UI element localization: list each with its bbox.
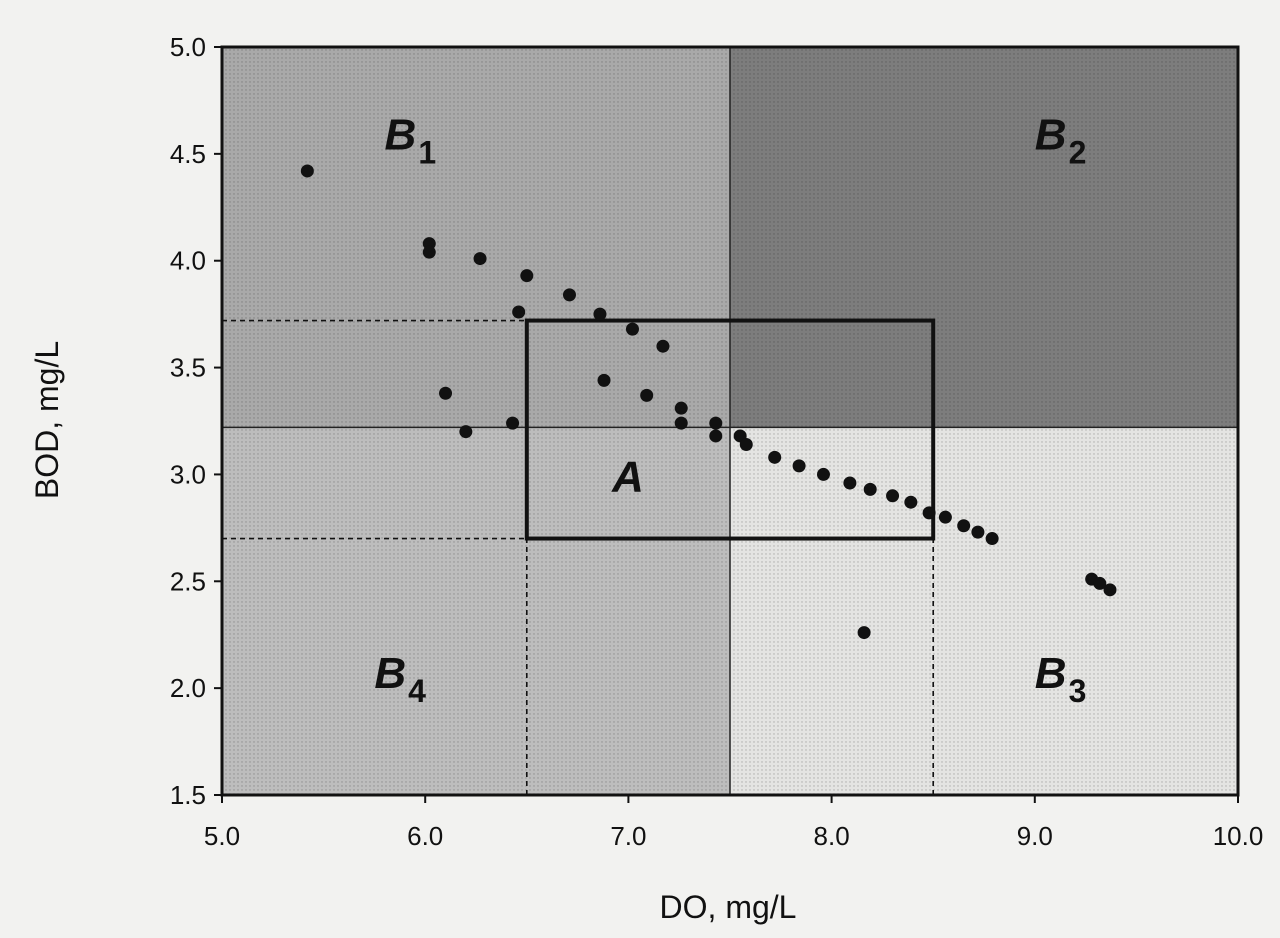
data-points-layer: [300, 164, 1117, 640]
x-tick-label-6: 10.0: [1213, 821, 1264, 851]
x-tick-label-2: 6.0: [407, 821, 443, 851]
data-point-1: [300, 164, 314, 178]
data-point-22: [768, 450, 782, 464]
data-point-24: [816, 467, 830, 481]
data-point-17: [674, 416, 688, 430]
data-point-31: [957, 519, 971, 533]
region-labels-layer: B1 B2 B3 B4 A: [374, 111, 1086, 710]
y-axis-title: BOD, mg/L: [29, 341, 65, 499]
data-point-14: [674, 401, 688, 415]
target-box-a: [524, 318, 936, 541]
data-point-12: [597, 373, 611, 387]
y-tick-label-2: 2.0: [170, 673, 206, 703]
data-point-6: [562, 288, 576, 302]
reference-lines-layer: [222, 319, 935, 795]
region-label-b4: B4: [374, 649, 426, 709]
target-box-layer: [524, 318, 936, 541]
region-label-a: A: [611, 453, 644, 502]
data-point-23: [792, 459, 806, 473]
x-tick-label-5: 9.0: [1017, 821, 1053, 851]
y-tick-label-6: 4.0: [170, 246, 206, 276]
data-point-7: [512, 305, 526, 319]
data-point-10: [656, 339, 670, 353]
data-point-29: [922, 506, 936, 520]
data-point-11: [439, 386, 453, 400]
data-point-37: [857, 626, 871, 640]
regions-layer: [222, 47, 1238, 795]
axis-ticks-layer: 5.0 6.0 7.0 8.0 9.0 10.0 1.5 2.0 2.5 3.0 3.5 4.0 4.5…: [170, 32, 1263, 851]
y-tick-label-5: 3.5: [170, 353, 206, 383]
data-point-18: [709, 416, 723, 430]
x-axis-title: DO, mg/L: [660, 889, 797, 925]
y-tick-label-8: 5.0: [170, 32, 206, 62]
data-point-32: [971, 525, 985, 539]
data-point-35: [1093, 576, 1107, 590]
x-tick-label-3: 7.0: [610, 821, 646, 851]
region-b4-texture: [222, 427, 730, 795]
y-tick-label-1: 1.5: [170, 780, 206, 810]
plot-frame-layer: [220, 45, 1240, 797]
data-point-9: [625, 322, 639, 336]
data-point-27: [886, 489, 900, 503]
data-point-5: [520, 269, 534, 283]
data-point-36: [1103, 583, 1117, 597]
data-point-25: [843, 476, 857, 490]
x-tick-label-1: 5.0: [204, 821, 240, 851]
data-point-21: [739, 438, 753, 452]
data-point-19: [709, 429, 723, 443]
data-point-15: [459, 425, 473, 439]
y-tick-label-7: 4.5: [170, 139, 206, 169]
data-point-13: [640, 388, 654, 402]
data-point-28: [904, 495, 918, 509]
data-point-26: [863, 482, 877, 496]
region-label-b1: B1: [385, 111, 437, 171]
data-point-30: [938, 510, 952, 524]
y-tick-label-3: 2.5: [170, 566, 206, 596]
region-b2-texture: [730, 47, 1238, 428]
region-b1-texture: [222, 47, 730, 428]
region-label-b3: B3: [1035, 649, 1087, 709]
data-point-4: [473, 252, 487, 266]
data-point-8: [593, 307, 607, 321]
y-tick-label-4: 3.0: [170, 459, 206, 489]
data-point-33: [985, 532, 999, 546]
x-tick-label-4: 8.0: [814, 821, 850, 851]
data-point-16: [506, 416, 520, 430]
plot-frame: [220, 45, 1240, 797]
data-point-3: [422, 245, 436, 259]
region-label-b2: B2: [1035, 111, 1087, 171]
region-b3-texture: [730, 427, 1238, 795]
